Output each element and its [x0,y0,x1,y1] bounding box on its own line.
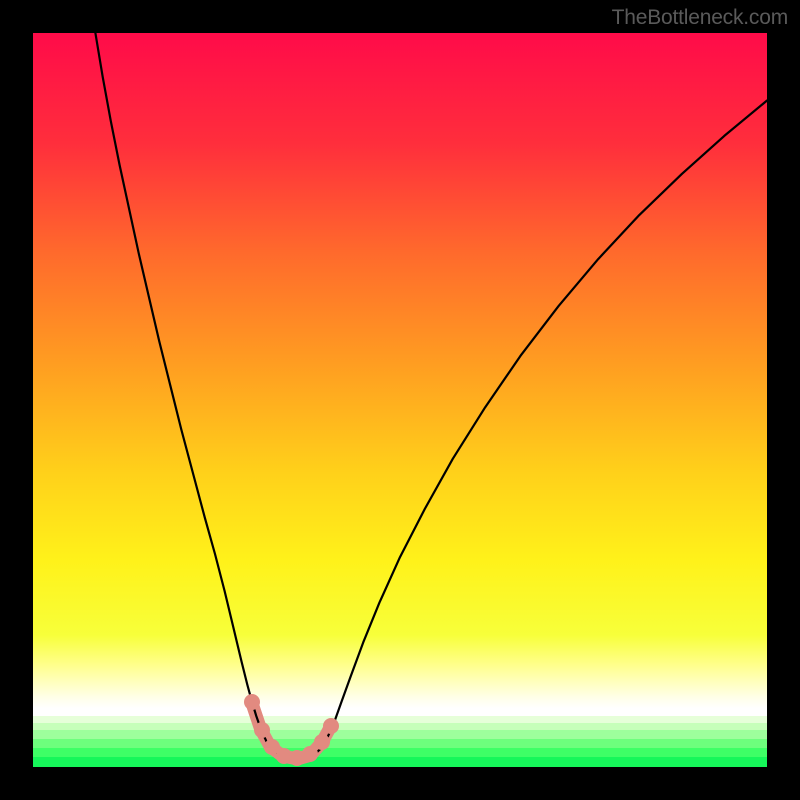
trough-marker [323,718,339,734]
trough-marker [244,694,260,710]
trough-marker [302,746,318,762]
trough-marker [314,734,330,750]
trough-marker [254,722,270,738]
plot-area [33,33,767,767]
bottleneck-curve [33,33,767,767]
watermark-text: TheBottleneck.com [612,6,788,30]
